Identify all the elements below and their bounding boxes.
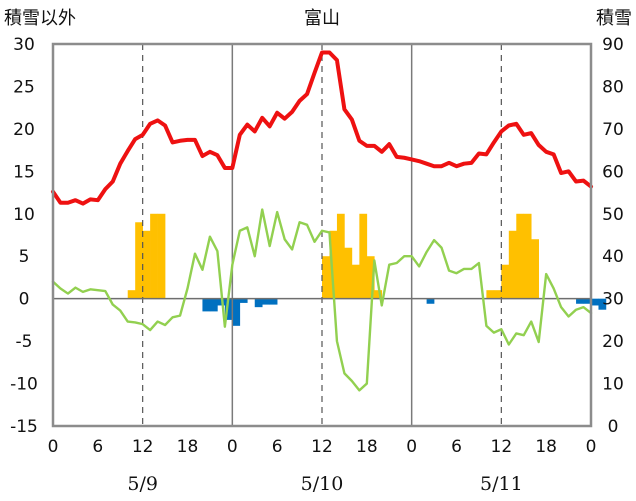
x-tick-label: 6 [272, 437, 283, 457]
precip-bar [426, 298, 435, 304]
x-tick-label: 12 [491, 437, 513, 457]
right-tick-label: 70 [602, 120, 624, 140]
precip-bar [359, 213, 368, 299]
precip-bar [486, 290, 495, 299]
precip-bar [523, 213, 532, 299]
precip-bar [322, 256, 330, 299]
x-tick-label: 0 [586, 437, 597, 457]
x-tick-label: 18 [356, 437, 378, 457]
right-tick-label: 80 [602, 77, 624, 97]
precip-bar [336, 213, 345, 299]
left-tick-label: 5 [19, 247, 30, 267]
left-tick-label: -10 [10, 375, 38, 395]
precip-bar [583, 298, 592, 304]
left-tick-label: 20 [13, 120, 35, 140]
right-tick-label: 20 [602, 332, 624, 352]
x-axis: 0 6 12 18 0 6 12 18 0 6 12 18 0 [48, 437, 597, 457]
precip-bar [224, 298, 233, 320]
precip-bar [351, 264, 360, 299]
x-tick-label: 12 [132, 437, 154, 457]
right-tick-label: 40 [602, 247, 624, 267]
precip-bar [493, 290, 502, 299]
precip-bar [202, 298, 211, 312]
left-tick-label: 30 [13, 35, 35, 55]
right-tick-label: 30 [602, 290, 624, 310]
right-tick-label: 90 [602, 35, 624, 55]
precip-bar [142, 230, 151, 299]
x-tick-label: 18 [535, 437, 557, 457]
right-axis-title: 積雪 [596, 8, 632, 29]
date-label: 5/11 [480, 473, 523, 495]
precip-bar [157, 213, 166, 299]
precip-bar [269, 298, 278, 305]
humidity-change-line [51, 208, 593, 392]
left-axis: 30 25 20 15 10 5 0 -5 -10 -15 [10, 35, 38, 437]
precip-bar [576, 298, 584, 304]
x-tick-label: 6 [451, 437, 462, 457]
date-label: 5/9 [127, 473, 158, 495]
left-tick-label: 10 [13, 205, 35, 225]
precip-bar [374, 290, 383, 299]
precip-bar [591, 298, 599, 306]
plot-frame [51, 42, 593, 428]
right-tick-label: 0 [608, 417, 619, 437]
x-tick-label: 0 [406, 437, 417, 457]
precip-bar [501, 264, 510, 299]
precip-bar [232, 298, 241, 326]
date-label: 5/10 [301, 473, 344, 495]
chart-title: 富山 [304, 8, 340, 29]
precip-bar [135, 222, 143, 299]
precip-bar [127, 290, 136, 299]
precip-bar [150, 213, 158, 299]
precip-bar [366, 256, 375, 299]
left-tick-label: 0 [19, 290, 30, 310]
left-axis-title: 積雪以外 [4, 8, 76, 29]
x-tick-label: 0 [227, 437, 238, 457]
precip-bar [516, 213, 525, 299]
precip-bar [329, 230, 338, 299]
date-axis: 5/9 5/10 5/11 [127, 473, 522, 495]
right-tick-label: 50 [602, 205, 624, 225]
precip-bar [254, 298, 263, 308]
precip-bar [598, 298, 607, 310]
x-tick-label: 0 [48, 437, 59, 457]
temperature-line [51, 50, 593, 206]
x-tick-label: 18 [177, 437, 199, 457]
left-tick-label: 15 [13, 162, 35, 182]
left-tick-label: -15 [10, 417, 38, 437]
precip-bar [239, 298, 248, 303]
x-tick-label: 6 [92, 437, 103, 457]
precip-bar [344, 247, 353, 299]
left-tick-label: -5 [16, 332, 33, 352]
right-axis: 90 80 70 60 50 40 30 20 10 0 [602, 35, 624, 437]
precip-bar [262, 298, 270, 305]
precip-bar [508, 230, 517, 299]
x-tick-label: 12 [311, 437, 333, 457]
plot-area [51, 42, 607, 428]
precip-bar [531, 239, 539, 299]
left-tick-label: 25 [13, 77, 35, 97]
precip-bar [209, 298, 218, 312]
right-tick-label: 60 [602, 162, 624, 182]
right-tick-label: 10 [602, 375, 624, 395]
